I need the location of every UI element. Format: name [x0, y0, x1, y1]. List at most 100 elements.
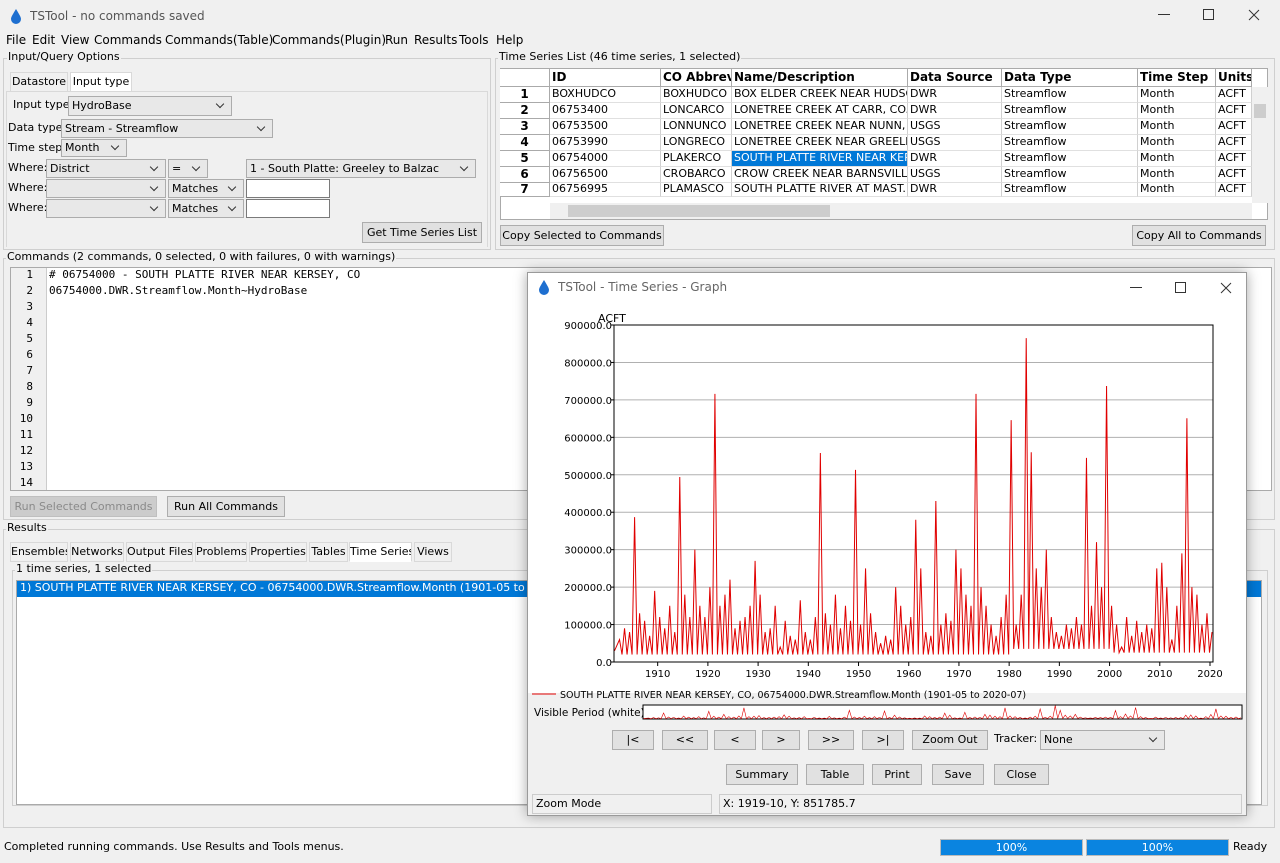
table-cell[interactable]: ACFT — [1216, 151, 1252, 167]
tab[interactable]: Input type — [70, 72, 132, 92]
table-cell[interactable]: PLAKERCO — [661, 151, 732, 167]
table-cell[interactable]: LONNUNCO — [661, 119, 732, 135]
table-cell[interactable]: Streamflow — [1002, 87, 1138, 103]
table-cell[interactable]: DWR — [908, 183, 1002, 197]
command-line[interactable]: # 06754000 - SOUTH PLATTE RIVER NEAR KER… — [49, 268, 361, 281]
row-number[interactable]: 7 — [500, 183, 550, 197]
table-cell[interactable]: LONGRECO — [661, 135, 732, 151]
table-cell[interactable]: LONCARCO — [661, 103, 732, 119]
copy-all-button[interactable]: Copy All to Commands — [1132, 225, 1266, 246]
nav-button[interactable]: << — [662, 730, 708, 750]
table-cell[interactable]: Month — [1138, 119, 1216, 135]
column-header[interactable]: Data Type — [1002, 69, 1138, 87]
input-type-combo[interactable]: HydroBase — [68, 96, 232, 116]
get-list-button[interactable]: Get Time Series List — [362, 222, 482, 243]
where-value-field[interactable] — [246, 199, 330, 218]
column-header[interactable]: Name/Description — [732, 69, 908, 87]
command-line[interactable]: 06754000.DWR.Streamflow.Month~HydroBase — [49, 284, 308, 297]
table-cell[interactable]: LONETREE CREEK AT CARR, CO. — [732, 103, 908, 119]
graph-button[interactable]: Table — [806, 764, 864, 785]
table-cell[interactable]: ACFT — [1216, 135, 1252, 151]
h-thumb[interactable] — [568, 205, 830, 217]
row-number[interactable]: 2 — [500, 103, 550, 119]
table-cell[interactable]: ACFT — [1216, 183, 1252, 197]
table-cell[interactable]: ACFT — [1216, 167, 1252, 183]
table-cell[interactable]: Month — [1138, 135, 1216, 151]
where-op-combo[interactable]: = — [168, 159, 208, 178]
column-header[interactable]: Time Step — [1138, 69, 1216, 87]
table-cell[interactable]: Streamflow — [1002, 183, 1138, 197]
menu-item[interactable]: Help — [496, 33, 524, 47]
table-cell[interactable]: ACFT — [1216, 87, 1252, 103]
where-value-combo[interactable]: 1 - South Platte: Greeley to Balzac — [246, 159, 476, 178]
nav-button[interactable]: >| — [862, 730, 904, 750]
row-number[interactable]: 3 — [500, 119, 550, 135]
nav-button[interactable]: >> — [808, 730, 854, 750]
table-cell[interactable]: Month — [1138, 151, 1216, 167]
table-cell[interactable]: USGS — [908, 135, 1002, 151]
table-cell[interactable]: BOXHUDCO — [550, 87, 661, 103]
nav-button[interactable]: < — [714, 730, 756, 750]
tracker-combo[interactable]: None — [1040, 730, 1165, 750]
tab[interactable]: Views — [414, 542, 452, 562]
menu-item[interactable]: File — [6, 33, 27, 47]
minimize-button[interactable] — [1158, 14, 1170, 15]
tab[interactable]: Ensembles — [10, 542, 68, 562]
tab[interactable]: Problems — [195, 542, 247, 562]
tab[interactable]: Time Series — [349, 542, 412, 562]
table-cell[interactable]: Streamflow — [1002, 119, 1138, 135]
zoom-out-button[interactable]: Zoom Out — [912, 730, 988, 750]
menu-item[interactable]: Commands(Plugin) — [272, 33, 387, 47]
minimize-button[interactable] — [1130, 287, 1142, 288]
row-number[interactable]: 5 — [500, 151, 550, 167]
table-cell[interactable]: LONETREE CREEK NEAR NUNN, C... — [732, 119, 908, 135]
tab[interactable]: Tables — [309, 542, 348, 562]
where-op-combo[interactable]: Matches — [168, 179, 244, 198]
column-header[interactable]: Data Source — [908, 69, 1002, 87]
table-cell[interactable]: Streamflow — [1002, 151, 1138, 167]
column-header[interactable]: CO Abbrev. — [661, 69, 732, 87]
menu-item[interactable]: View — [61, 33, 90, 47]
table-cell[interactable]: 06754000 — [550, 151, 661, 167]
menu-item[interactable]: Commands — [94, 33, 162, 47]
where-op-combo[interactable]: Matches — [168, 199, 244, 218]
table-cell[interactable]: Streamflow — [1002, 167, 1138, 183]
where-field-combo[interactable] — [46, 199, 166, 218]
table-cell[interactable]: 06753990 — [550, 135, 661, 151]
nav-button[interactable]: |< — [612, 730, 654, 750]
table-cell[interactable]: ACFT — [1216, 119, 1252, 135]
tab[interactable]: Networks — [70, 542, 124, 562]
where-field-combo[interactable]: District — [46, 159, 166, 178]
where-value-field[interactable] — [246, 179, 330, 198]
table-cell[interactable]: LONETREE CREEK NEAR GREELE... — [732, 135, 908, 151]
row-number[interactable]: 1 — [500, 87, 550, 103]
tab[interactable]: Output Files — [126, 542, 193, 562]
table-cell[interactable]: PLAMASCO — [661, 183, 732, 197]
table-cell[interactable]: BOXHUDCO — [661, 87, 732, 103]
maximize-button[interactable] — [1203, 9, 1214, 20]
table-cell[interactable]: Month — [1138, 87, 1216, 103]
graph-button[interactable]: Print — [872, 764, 922, 785]
table-cell[interactable]: Streamflow — [1002, 135, 1138, 151]
where-field-combo[interactable] — [46, 179, 166, 198]
table-cell[interactable]: Month — [1138, 103, 1216, 119]
table-cell[interactable]: SOUTH PLATTE RIVER AT MAST... — [732, 183, 908, 197]
graph-button[interactable]: Save — [932, 764, 984, 785]
table-cell[interactable]: DWR — [908, 151, 1002, 167]
table-cell[interactable]: CROW CREEK NEAR BARNSVILL... — [732, 167, 908, 183]
table-cell[interactable]: DWR — [908, 103, 1002, 119]
row-number[interactable]: 6 — [500, 167, 550, 183]
table-cell[interactable]: Streamflow — [1002, 103, 1138, 119]
close-button[interactable] — [1220, 282, 1232, 294]
menu-item[interactable]: Tools — [459, 33, 489, 47]
table-cell[interactable]: USGS — [908, 167, 1002, 183]
table-cell[interactable]: CROBARCO — [661, 167, 732, 183]
menu-item[interactable]: Edit — [32, 33, 56, 47]
table-cell[interactable]: ACFT — [1216, 103, 1252, 119]
table-cell[interactable]: 06753500 — [550, 119, 661, 135]
maximize-button[interactable] — [1175, 282, 1186, 293]
column-header[interactable]: ID — [550, 69, 661, 87]
data-type-combo[interactable]: Stream - Streamflow — [61, 119, 273, 138]
time-step-combo[interactable]: Month — [61, 139, 127, 157]
copy-selected-button[interactable]: Copy Selected to Commands — [500, 225, 664, 246]
